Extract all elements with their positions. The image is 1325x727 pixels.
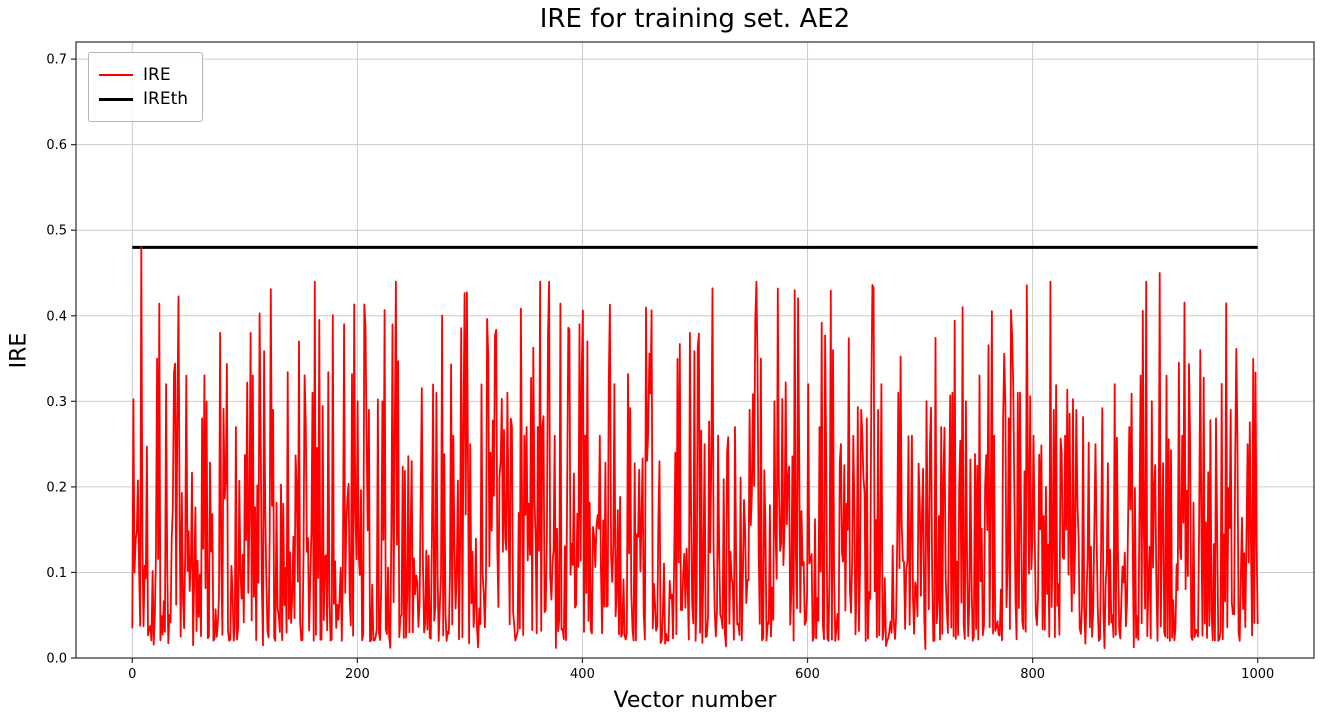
x-axis-label: Vector number: [613, 688, 777, 713]
svg-text:0.7: 0.7: [46, 53, 67, 68]
svg-text:0.1: 0.1: [46, 566, 67, 581]
legend-label-ire: IRE: [143, 65, 171, 85]
svg-text:600: 600: [795, 667, 820, 682]
y-axis-label: IRE: [6, 332, 32, 369]
svg-text:0.6: 0.6: [46, 138, 67, 153]
svg-text:800: 800: [1020, 667, 1045, 682]
legend-item-ire: IRE: [99, 65, 188, 85]
legend-item-ireth: IREth: [99, 89, 188, 109]
svg-text:200: 200: [345, 667, 370, 682]
svg-text:1000: 1000: [1241, 667, 1274, 682]
ire-line-swatch-icon: [99, 74, 133, 76]
svg-text:0.2: 0.2: [46, 480, 67, 495]
legend: IRE IREth: [88, 52, 204, 122]
svg-text:400: 400: [570, 667, 595, 682]
svg-text:0.0: 0.0: [46, 652, 67, 667]
chart-title: IRE for training set. AE2: [539, 4, 851, 34]
svg-text:0.4: 0.4: [46, 309, 67, 324]
svg-text:0: 0: [128, 667, 136, 682]
legend-label-ireth: IREth: [143, 89, 189, 109]
svg-text:0.3: 0.3: [46, 395, 67, 410]
ireth-line-swatch-icon: [99, 97, 133, 101]
svg-text:0.5: 0.5: [46, 224, 67, 239]
